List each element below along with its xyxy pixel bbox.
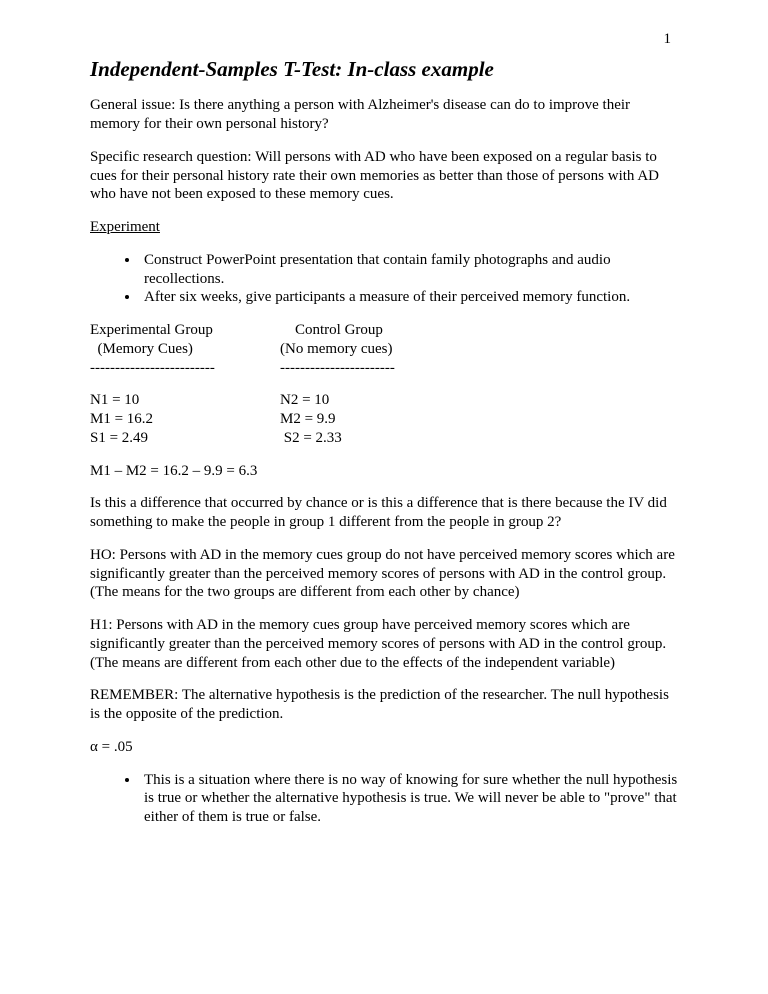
experiment-heading: Experiment: [90, 218, 678, 237]
stat-n1: N1 = 10: [90, 391, 280, 410]
statistics-block: N1 = 10 N2 = 10 M1 = 16.2 M2 = 9.9 S1 = …: [90, 391, 678, 447]
alpha-bullet-list: This is a situation where there is no wa…: [90, 771, 678, 827]
control-group-title: Control Group: [280, 321, 383, 340]
stat-row-m: M1 = 16.2 M2 = 9.9: [90, 410, 678, 429]
group-subtitles-row: (Memory Cues) (No memory cues): [90, 340, 678, 359]
experiment-bullet-list: Construct PowerPoint presentation that c…: [90, 251, 678, 307]
group-divider-row: ------------------------- --------------…: [90, 359, 678, 378]
list-item: After six weeks, give participants a mea…: [140, 288, 678, 307]
stat-row-n: N1 = 10 N2 = 10: [90, 391, 678, 410]
experimental-group-divider: -------------------------: [90, 359, 280, 378]
specific-question-paragraph: Specific research question: Will persons…: [90, 148, 678, 204]
stat-m1: M1 = 16.2: [90, 410, 280, 429]
general-issue-paragraph: General issue: Is there anything a perso…: [90, 96, 678, 134]
null-hypothesis-paragraph: HO: Persons with AD in the memory cues g…: [90, 546, 678, 602]
stat-row-s: S1 = 2.49 S2 = 2.33: [90, 429, 678, 448]
stat-n2: N2 = 10: [280, 391, 329, 410]
alpha-level: α = .05: [90, 738, 678, 757]
remember-paragraph: REMEMBER: The alternative hypothesis is …: [90, 686, 678, 724]
page-number: 1: [664, 30, 672, 49]
experimental-group-subtitle: (Memory Cues): [90, 340, 280, 359]
list-item: Construct PowerPoint presentation that c…: [140, 251, 678, 289]
chance-question-paragraph: Is this a difference that occurred by ch…: [90, 494, 678, 532]
control-group-divider: -----------------------: [280, 359, 395, 378]
alt-hypothesis-paragraph: H1: Persons with AD in the memory cues g…: [90, 616, 678, 672]
stat-s2: S2 = 2.33: [280, 429, 342, 448]
mean-difference: M1 – M2 = 16.2 – 9.9 = 6.3: [90, 462, 678, 481]
control-group-subtitle: (No memory cues): [280, 340, 392, 359]
list-item: This is a situation where there is no wa…: [140, 771, 678, 827]
stat-m2: M2 = 9.9: [280, 410, 336, 429]
document-title: Independent-Samples T-Test: In-class exa…: [90, 56, 678, 82]
group-titles-row: Experimental Group Control Group: [90, 321, 678, 340]
experimental-group-title: Experimental Group: [90, 321, 280, 340]
stat-s1: S1 = 2.49: [90, 429, 280, 448]
document-page: 1 Independent-Samples T-Test: In-class e…: [0, 0, 768, 994]
